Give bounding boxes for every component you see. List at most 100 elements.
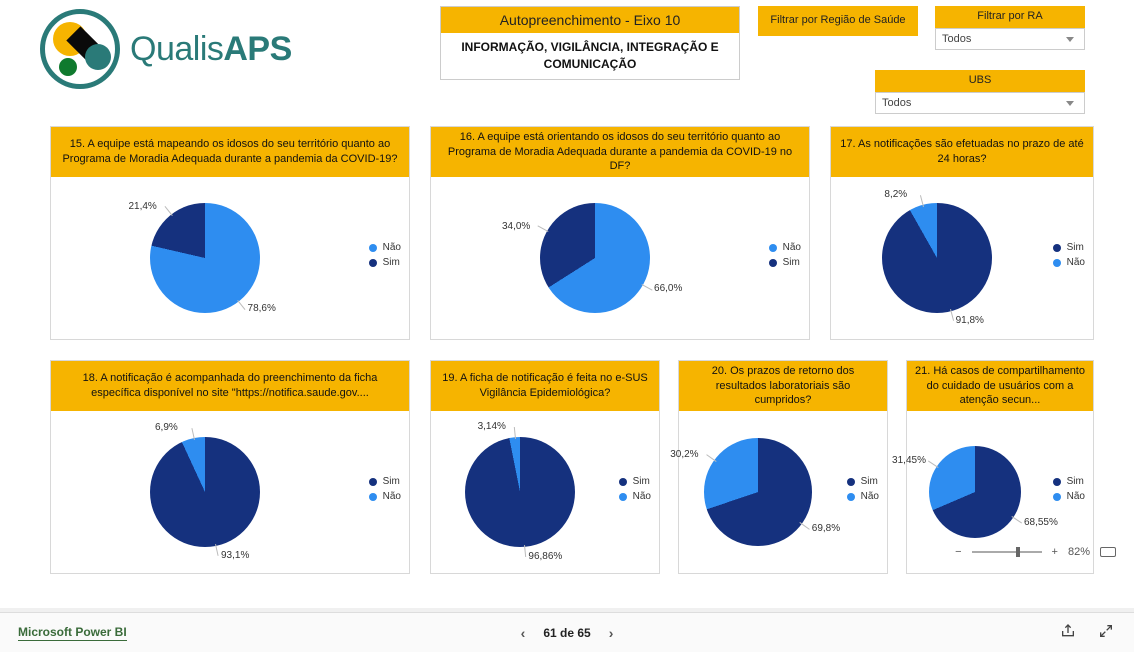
card-body: 93,1% 6,9% Sim Não bbox=[51, 411, 409, 573]
slice-label: 69,8% bbox=[812, 523, 840, 534]
pie-chart[interactable] bbox=[150, 203, 260, 313]
charts-area: 15. A equipe está mapeando os idosos do … bbox=[50, 126, 1094, 598]
legend-label: Não bbox=[1067, 257, 1085, 268]
legend-color-icon bbox=[369, 493, 377, 501]
legend: Sim Não bbox=[847, 476, 879, 506]
legend-color-icon bbox=[769, 244, 777, 252]
legend-item[interactable]: Não bbox=[369, 491, 401, 502]
legend-item[interactable]: Não bbox=[769, 242, 801, 253]
legend-label: Não bbox=[383, 242, 401, 253]
pie-chart[interactable] bbox=[704, 438, 811, 545]
pie-chart[interactable] bbox=[540, 203, 650, 313]
slice-label: 6,9% bbox=[155, 422, 178, 433]
zoom-control: − + 82% bbox=[955, 544, 1116, 560]
card-body: 96,86%3,14%SimNão bbox=[431, 411, 659, 573]
slice-label: 66,0% bbox=[654, 283, 682, 294]
logo-bold: APS bbox=[223, 30, 291, 68]
zoom-level: 82% bbox=[1068, 546, 1090, 558]
logo-text: QualisAPS bbox=[130, 30, 292, 69]
legend-label: Não bbox=[783, 242, 801, 253]
slice-label: 21,4% bbox=[128, 201, 156, 212]
card-title: 16. A equipe está orientando os idosos d… bbox=[431, 127, 809, 177]
legend-color-icon bbox=[1053, 478, 1061, 486]
legend-item[interactable]: Sim bbox=[769, 257, 801, 268]
legend-item[interactable]: Não bbox=[1053, 257, 1085, 268]
legend: Sim Não bbox=[619, 476, 651, 506]
legend-label: Sim bbox=[783, 257, 800, 268]
filter-ra-select[interactable]: Todos bbox=[935, 28, 1085, 50]
pie-chart[interactable] bbox=[882, 203, 992, 313]
legend-color-icon bbox=[1053, 244, 1061, 252]
legend-item[interactable]: Sim bbox=[369, 476, 401, 487]
slice-label: 68,55% bbox=[1024, 517, 1058, 528]
zoom-out-button[interactable]: − bbox=[955, 546, 961, 558]
legend-item[interactable]: Sim bbox=[847, 476, 879, 487]
legend-label: Sim bbox=[633, 476, 650, 487]
card-q15[interactable]: 15. A equipe está mapeando os idosos do … bbox=[50, 126, 410, 340]
legend: Sim Não bbox=[369, 476, 401, 506]
logo-icon bbox=[40, 9, 120, 89]
card-body: 91,8%8,2%SimNão bbox=[831, 177, 1093, 339]
legend-label: Sim bbox=[1067, 242, 1084, 253]
legend-label: Não bbox=[383, 491, 401, 502]
card-q20[interactable]: 20. Os prazos de retorno dos resultados … bbox=[678, 360, 888, 574]
card-title: 19. A ficha de notificação é feita no e-… bbox=[431, 361, 659, 411]
powerbi-brand-link[interactable]: Microsoft Power BI bbox=[18, 625, 127, 641]
fit-to-page-icon[interactable] bbox=[1100, 547, 1116, 557]
legend-item[interactable]: Não bbox=[369, 242, 401, 253]
header: QualisAPS Autopreenchimento - Eixo 10 IN… bbox=[40, 6, 1114, 106]
legend-color-icon bbox=[1053, 259, 1061, 267]
slice-label: 93,1% bbox=[221, 550, 249, 561]
legend: Sim Não bbox=[1053, 476, 1085, 506]
card-q19[interactable]: 19. A ficha de notificação é feita no e-… bbox=[430, 360, 660, 574]
legend-item[interactable]: Não bbox=[1053, 491, 1085, 502]
slice-label: 31,45% bbox=[892, 455, 926, 466]
card-q18[interactable]: 18. A notificação é acompanhada do preen… bbox=[50, 360, 410, 574]
share-icon[interactable] bbox=[1060, 623, 1076, 642]
legend-color-icon bbox=[369, 478, 377, 486]
legend-item[interactable]: Não bbox=[619, 491, 651, 502]
banner-title: Autopreenchimento - Eixo 10 bbox=[441, 7, 739, 33]
slice-label: 30,2% bbox=[670, 449, 698, 460]
filter-ubs-label: UBS bbox=[875, 70, 1085, 92]
card-title: 17. As notificações são efetuadas no pra… bbox=[831, 127, 1093, 177]
slice-label: 8,2% bbox=[884, 189, 907, 200]
footer-bar: Microsoft Power BI ‹ 61 de 65 › bbox=[0, 612, 1134, 652]
legend-item[interactable]: Sim bbox=[1053, 476, 1085, 487]
pager: ‹ 61 de 65 › bbox=[521, 625, 614, 641]
legend-label: Não bbox=[861, 491, 879, 502]
slice-label: 78,6% bbox=[248, 303, 276, 314]
card-title: 15. A equipe está mapeando os idosos do … bbox=[51, 127, 409, 177]
legend-color-icon bbox=[769, 259, 777, 267]
slice-label: 34,0% bbox=[502, 221, 530, 232]
pie-chart[interactable] bbox=[150, 437, 260, 547]
card-q16[interactable]: 16. A equipe está orientando os idosos d… bbox=[430, 126, 810, 340]
card-q17[interactable]: 17. As notificações são efetuadas no pra… bbox=[830, 126, 1094, 340]
pie-chart[interactable] bbox=[465, 437, 575, 547]
legend-item[interactable]: Sim bbox=[369, 257, 401, 268]
fullscreen-icon[interactable] bbox=[1098, 623, 1114, 642]
filter-ubs: UBS Todos bbox=[875, 70, 1085, 114]
card-title: 18. A notificação é acompanhada do preen… bbox=[51, 361, 409, 411]
legend-color-icon bbox=[619, 478, 627, 486]
pie-chart[interactable] bbox=[929, 446, 1021, 538]
zoom-slider[interactable] bbox=[972, 551, 1042, 553]
next-page-button[interactable]: › bbox=[609, 625, 614, 641]
legend-label: Sim bbox=[1067, 476, 1084, 487]
banner-subtitle: INFORMAÇÃO, VIGILÂNCIA, INTEGRAÇÃO E COM… bbox=[441, 33, 739, 79]
legend-item[interactable]: Não bbox=[847, 491, 879, 502]
footer-actions bbox=[1060, 623, 1114, 642]
legend-item[interactable]: Sim bbox=[619, 476, 651, 487]
legend-label: Sim bbox=[861, 476, 878, 487]
filter-ra: Filtrar por RA Todos bbox=[935, 6, 1085, 50]
filter-regiao-label: Filtrar por Região de Saúde bbox=[758, 6, 918, 36]
card-q21[interactable]: 21. Há casos de compartilhamento do cuid… bbox=[906, 360, 1094, 574]
prev-page-button[interactable]: ‹ bbox=[521, 625, 526, 641]
legend-item[interactable]: Sim bbox=[1053, 242, 1085, 253]
legend-color-icon bbox=[369, 259, 377, 267]
logo-light: Qualis bbox=[130, 30, 223, 68]
zoom-in-button[interactable]: + bbox=[1052, 546, 1058, 558]
filter-ubs-select[interactable]: Todos bbox=[875, 92, 1085, 114]
logo: QualisAPS bbox=[40, 6, 400, 92]
legend-color-icon bbox=[619, 493, 627, 501]
